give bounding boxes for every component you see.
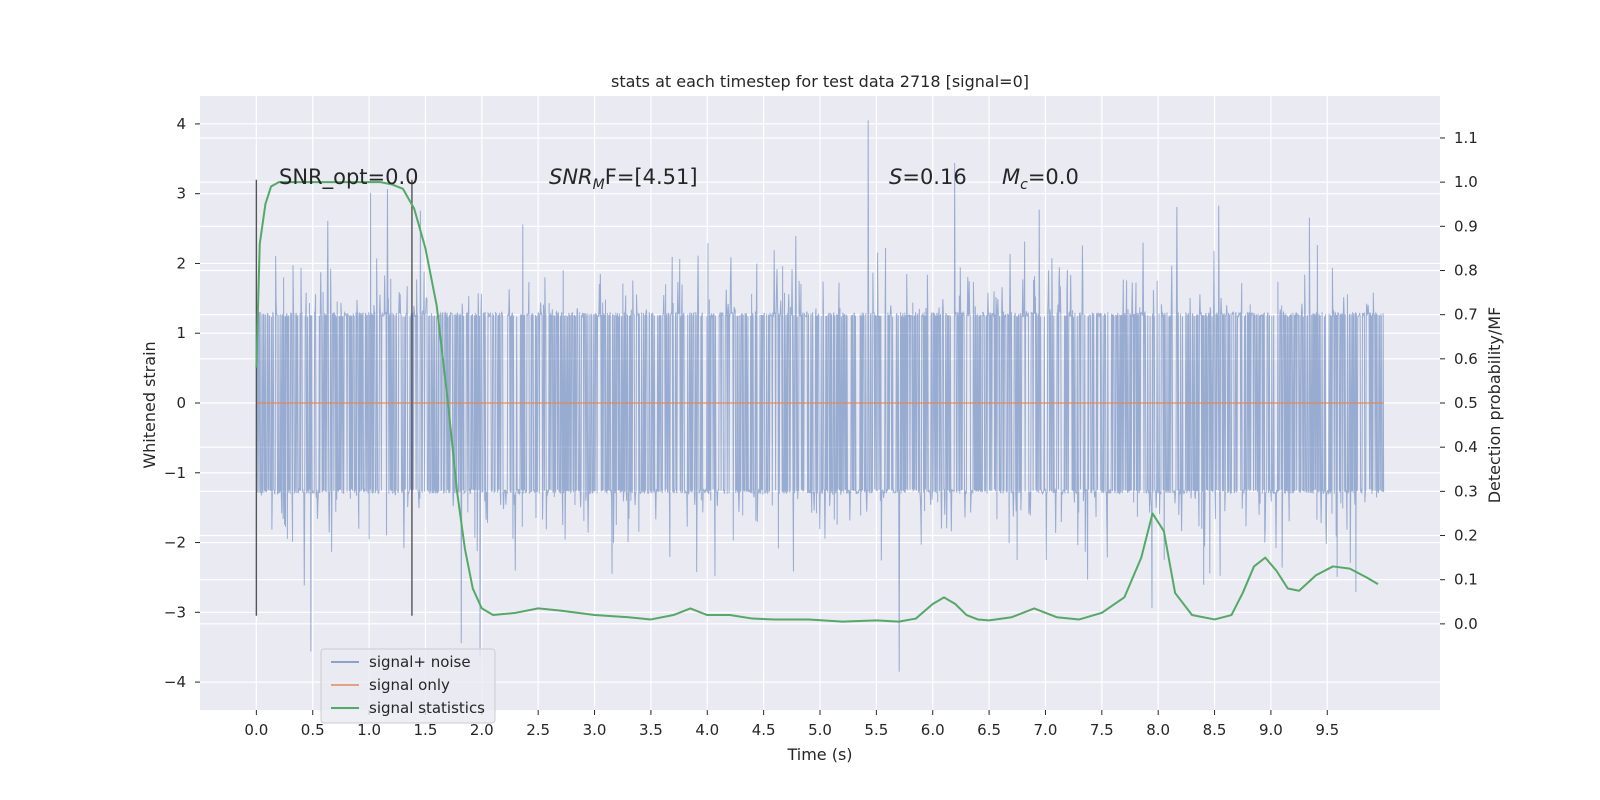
annotations: SNR_opt=0.0 SNRMF=[4.51] S=0.16 Mc=0.0: [279, 165, 1079, 193]
x-tick-label: 3.0: [583, 721, 607, 739]
x-tick-label: 0.0: [244, 721, 268, 739]
x-tick-label: 0.5: [301, 721, 325, 739]
y-right-tick-label: 0.5: [1454, 394, 1478, 412]
x-tick-label: 7.5: [1090, 721, 1114, 739]
legend: signal+ noise signal only signal statist…: [320, 648, 496, 724]
y-left-tick-label: 1: [176, 324, 186, 342]
x-tick-label: 8.5: [1203, 721, 1227, 739]
y-right-tick-label: 0.0: [1454, 615, 1478, 633]
annotation-s: S=0.16: [889, 165, 967, 189]
y-left-tick-label: 2: [176, 254, 186, 272]
x-tick-label: 1.0: [357, 721, 381, 739]
y-right-tick-label: 1.1: [1454, 129, 1478, 147]
x-tick-label: 9.5: [1315, 721, 1339, 739]
x-tick-label: 4.5: [752, 721, 776, 739]
y-right-tick-label: 0.2: [1454, 527, 1478, 545]
y-right-tick-label: 0.7: [1454, 306, 1478, 324]
annotation-mc: Mc=0.0: [1002, 165, 1079, 193]
signal-plus-noise-line: [255, 120, 1385, 672]
y-right-tick-label: 0.4: [1454, 438, 1478, 456]
annotation-snr-mf: SNRMF=[4.51]: [549, 165, 698, 193]
x-tick-label: 3.5: [639, 721, 663, 739]
y-left-tick-label: −2: [164, 534, 186, 552]
x-tick-label: 6.5: [977, 721, 1001, 739]
series-signal-plus-noise: [255, 120, 1385, 672]
legend-label-signal-plus-noise: signal+ noise: [369, 653, 471, 671]
series-signal-statistics: [255, 181, 1379, 623]
y-left-tick-label: 0: [176, 394, 186, 412]
x-tick-label: 5.0: [808, 721, 832, 739]
x-tick-label: 2.5: [526, 721, 550, 739]
axis-ticks: 0.0 0.5 1.0 1.5 2.0 2.5 3.0 3.5 4.0 4.5 5.0 5.5 6.0 6…: [164, 115, 1478, 739]
y-left-tick-label: 3: [176, 185, 186, 203]
x-tick-label: 7.0: [1034, 721, 1058, 739]
legend-label-signal-statistics: signal statistics: [369, 699, 485, 717]
x-tick-label: 2.0: [470, 721, 494, 739]
x-tick-label: 6.0: [921, 721, 945, 739]
y-right-tick-label: 0.1: [1454, 571, 1478, 589]
y-right-tick-label: 0.6: [1454, 350, 1478, 368]
y-axis-label-left: Whitened strain: [140, 341, 159, 468]
y-left-tick-label: −1: [164, 464, 186, 482]
y-right-tick-label: 0.3: [1454, 482, 1478, 500]
legend-label-signal-only: signal only: [369, 676, 450, 694]
annotation-snr-opt: SNR_opt=0.0: [279, 165, 419, 190]
y-right-tick-label: 0.9: [1454, 217, 1478, 235]
x-tick-label: 9.0: [1259, 721, 1283, 739]
chart-title: stats at each timestep for test data 271…: [611, 72, 1029, 91]
y-right-tick-label: 1.0: [1454, 173, 1478, 191]
x-axis-label: Time (s): [786, 745, 852, 764]
x-tick-label: 4.0: [695, 721, 719, 739]
y-left-tick-label: −4: [164, 673, 186, 691]
x-tick-label: 5.5: [864, 721, 888, 739]
y-left-tick-label: 4: [176, 115, 186, 133]
y-axis-label-right: Detection probability/MF: [1485, 307, 1504, 504]
vertical-markers: [255, 179, 413, 616]
y-left-tick-label: −3: [164, 603, 186, 621]
signal-statistics-line: [255, 181, 1379, 623]
y-right-tick-label: 0.8: [1454, 261, 1478, 279]
x-tick-label: 1.5: [414, 721, 438, 739]
legend-box: [320, 648, 496, 724]
x-tick-label: 8.0: [1146, 721, 1170, 739]
